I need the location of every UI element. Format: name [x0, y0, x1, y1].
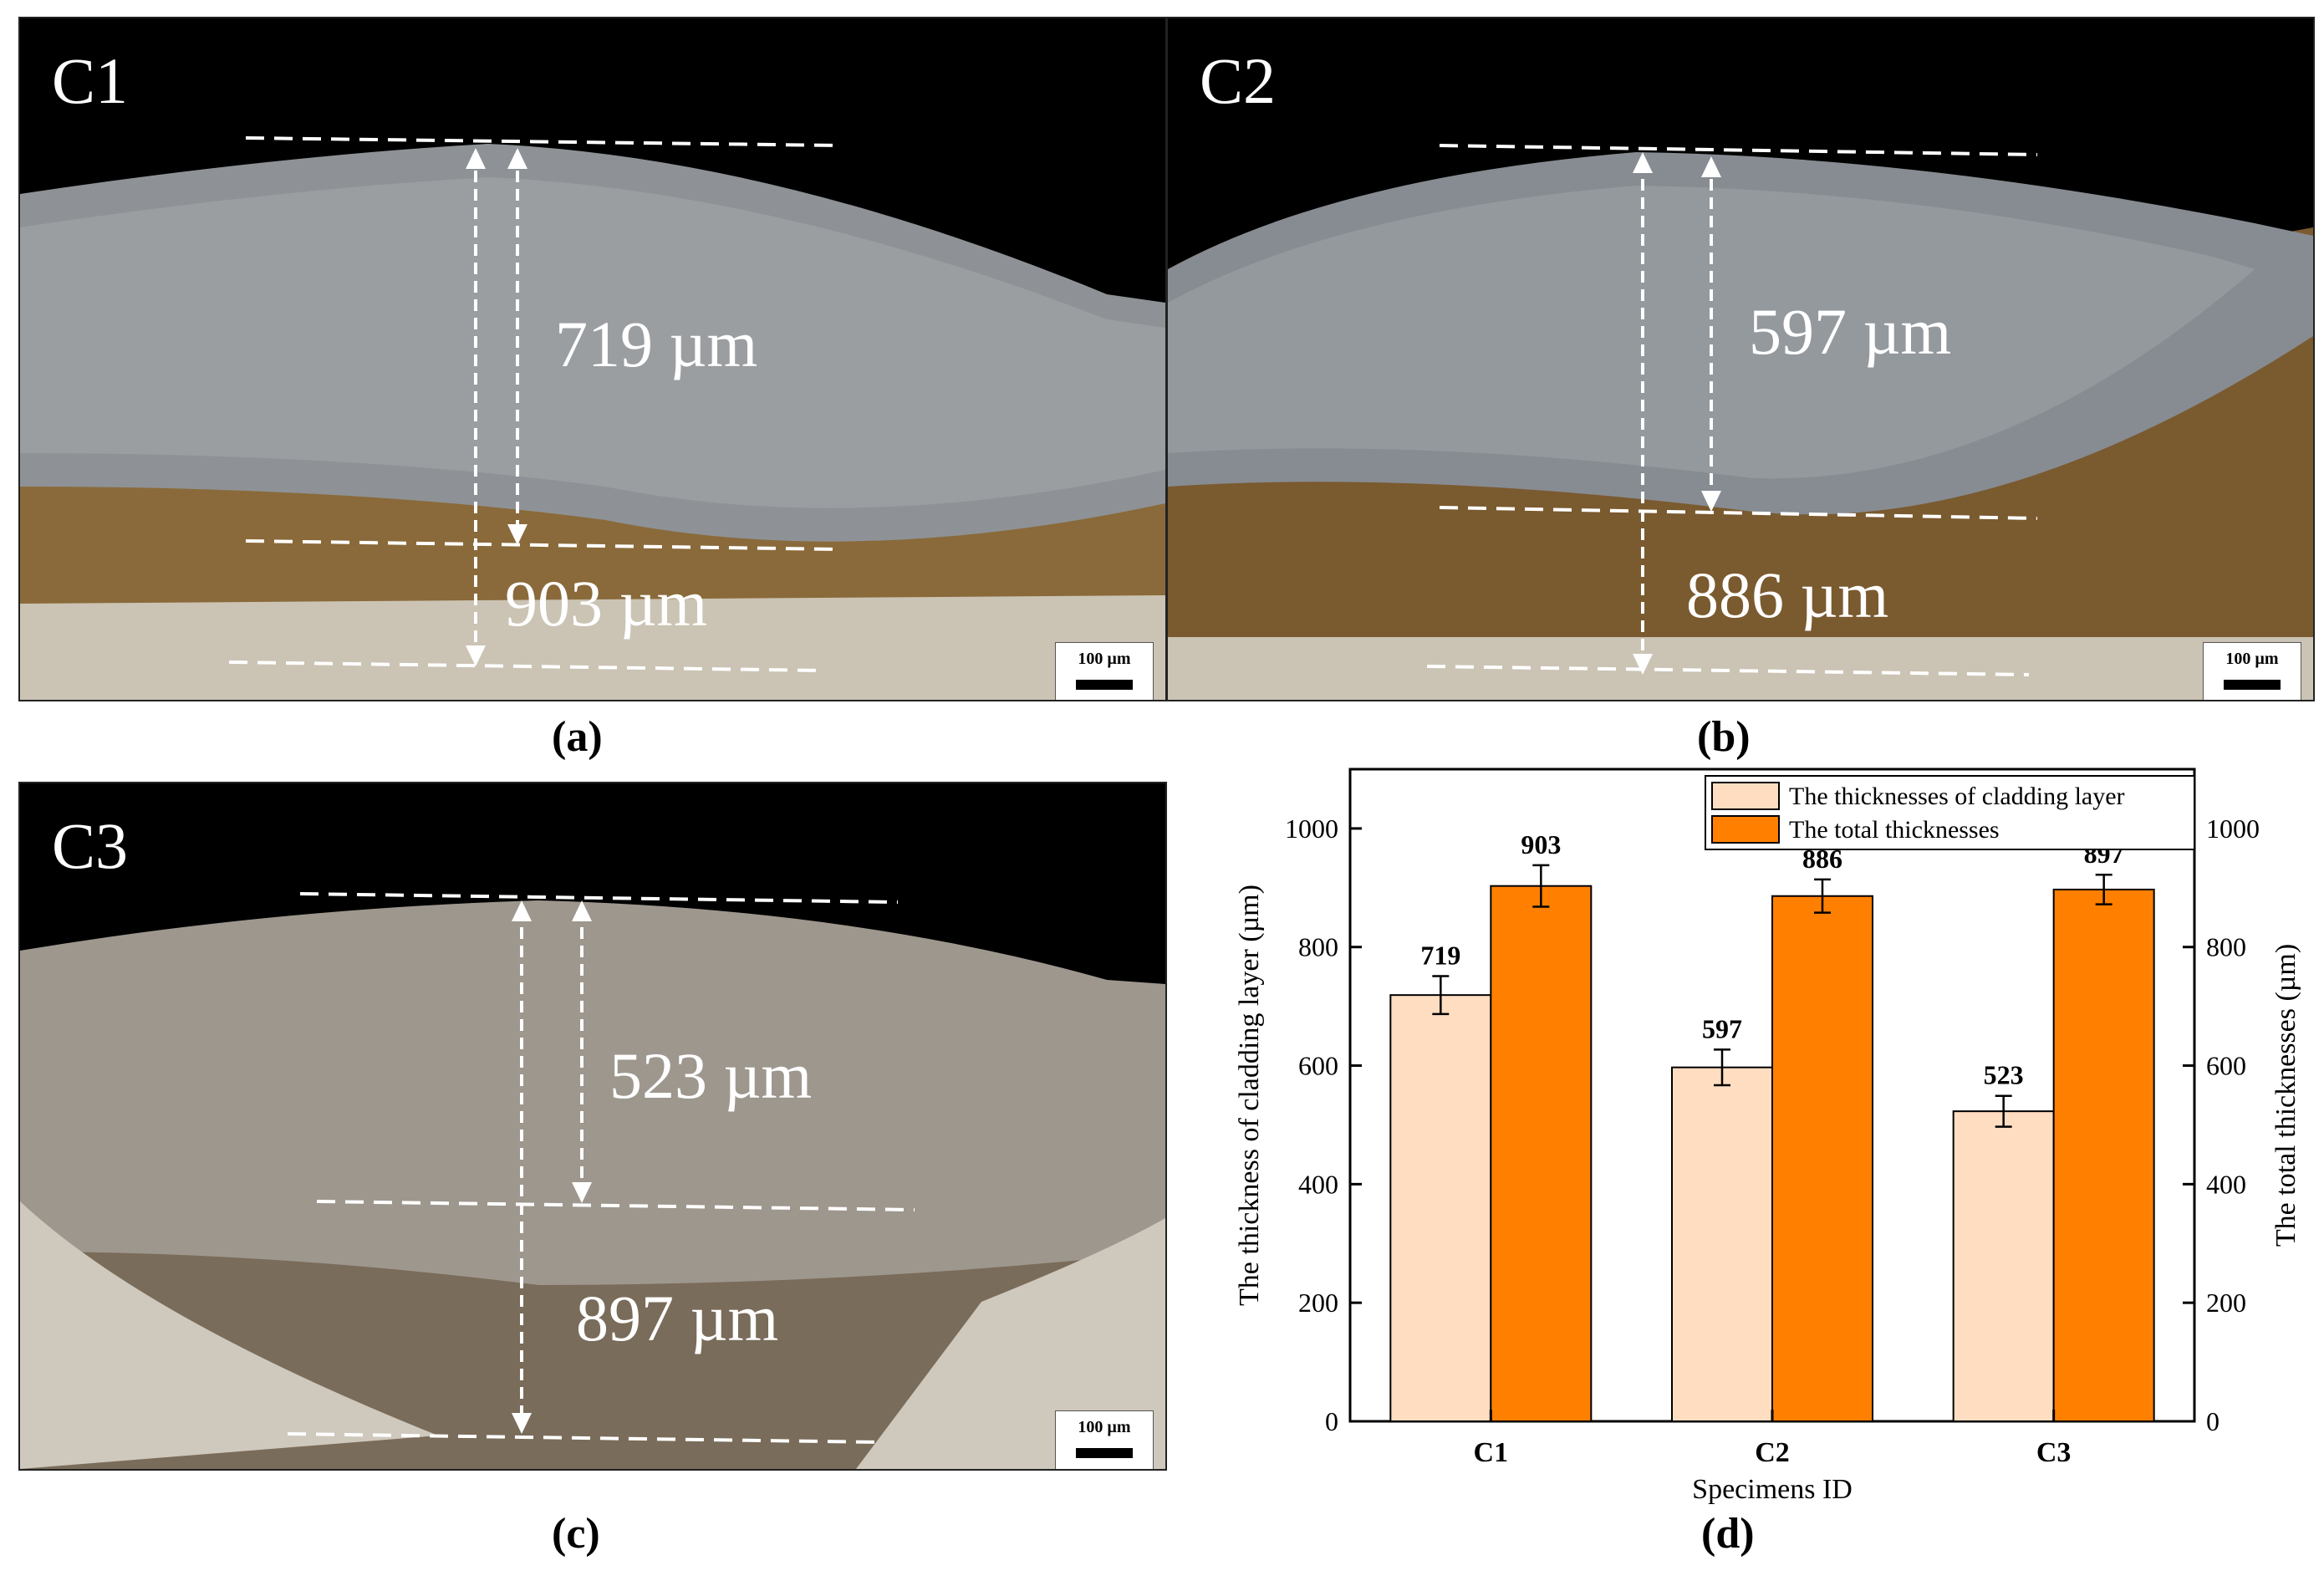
- y-right-tick-label: 1000: [2206, 813, 2260, 844]
- c1-scale-label: 100 µm: [1078, 650, 1131, 668]
- c2-total-label: 886 µm: [1686, 558, 1889, 631]
- c1-total-label: 903 µm: [505, 567, 708, 640]
- y-left-tick-label: 200: [1298, 1288, 1338, 1318]
- panel-label-c1: C1: [52, 44, 129, 117]
- y-right-tick-label: 0: [2206, 1406, 2220, 1436]
- micrograph-c1-image: [20, 18, 1165, 700]
- c1-scale-bar-mark: [1076, 680, 1133, 690]
- legend-label: The thicknesses of cladding layer: [1789, 783, 2125, 810]
- y-right-axis-title: The total thicknesses (µm): [2270, 944, 2301, 1247]
- caption-c: (c): [552, 1510, 600, 1558]
- y-left-axis-title: The thickness of cladding layer (µm): [1234, 885, 1265, 1306]
- total-bar: [1490, 885, 1593, 1422]
- micrograph-c3: C3 523 µm 897 µm 100 µm: [18, 782, 1167, 1471]
- c2-scale-bar: 100 µm: [2203, 642, 2301, 700]
- y-right-tick-label: 400: [2206, 1169, 2246, 1199]
- y-right-tick-label: 600: [2206, 1051, 2246, 1081]
- legend-label: The total thicknesses: [1789, 816, 2000, 844]
- micrograph-c2: C2 597 µm 886 µm 100 µm: [1166, 17, 2315, 701]
- legend-swatch: [1711, 782, 1780, 810]
- y-left-tick-label: 600: [1298, 1051, 1338, 1081]
- c3-measure-lines: [287, 892, 915, 1444]
- total-bar: [2052, 888, 2155, 1423]
- c3-cladding-label: 523 µm: [609, 1039, 813, 1112]
- micrograph-c2-image: [1168, 18, 2313, 700]
- cladding-bar: [1671, 1066, 1773, 1422]
- c3-scale-label: 100 µm: [1078, 1418, 1131, 1436]
- c2-scale-bar-mark: [2224, 680, 2281, 690]
- y-right-tick-label: 800: [2206, 932, 2246, 962]
- x-tick-label: C2: [1755, 1437, 1790, 1468]
- y-left-tick-label: 0: [1325, 1406, 1338, 1436]
- legend-swatch: [1711, 815, 1780, 844]
- caption-a: (a): [552, 713, 603, 761]
- total-bar: [1771, 895, 1873, 1422]
- c1-cladding-label: 719 µm: [555, 308, 758, 380]
- panel-label-c3: C3: [52, 809, 129, 882]
- cladding-bar: [1952, 1110, 2055, 1422]
- legend-box: [1705, 775, 2195, 850]
- bar-value-label: 523: [1984, 1060, 2024, 1090]
- micrograph-c3-image: [20, 783, 1165, 1469]
- c2-scale-label: 100 µm: [2225, 650, 2279, 668]
- x-axis-title: Specimens ID: [1692, 1474, 1853, 1505]
- c2-measure-lines: [1426, 144, 2038, 676]
- c3-scale-bar: 100 µm: [1055, 1410, 1154, 1469]
- c1-scale-bar: 100 µm: [1055, 642, 1154, 700]
- thickness-bar-chart: 0 0 200 200 400 400 600 600 800 800 1000 1000 719 903…: [1234, 768, 2301, 1505]
- c3-total-label: 897 µm: [576, 1282, 779, 1354]
- c2-cladding-label: 597 µm: [1749, 295, 1952, 368]
- x-tick-label: C1: [1474, 1437, 1509, 1468]
- caption-b: (b): [1697, 713, 1751, 761]
- panel-label-c2: C2: [1200, 44, 1277, 117]
- x-tick-label: C3: [2036, 1437, 2072, 1468]
- bar-value-label: 597: [1702, 1013, 1742, 1043]
- y-right-tick-label: 200: [2206, 1288, 2246, 1318]
- cladding-bar: [1389, 994, 1492, 1422]
- caption-d: (d): [1701, 1510, 1755, 1558]
- bar-value-label: 719: [1420, 940, 1460, 970]
- bar-value-label: 903: [1521, 829, 1561, 859]
- c3-scale-bar-mark: [1076, 1448, 1133, 1458]
- y-left-tick-label: 400: [1298, 1169, 1338, 1199]
- y-left-tick-label: 800: [1298, 932, 1338, 962]
- y-left-tick-label: 1000: [1285, 813, 1338, 844]
- c1-measure-lines: [228, 136, 840, 672]
- micrograph-c1: C1 719 µm 903 µm 100 µm: [18, 17, 1167, 701]
